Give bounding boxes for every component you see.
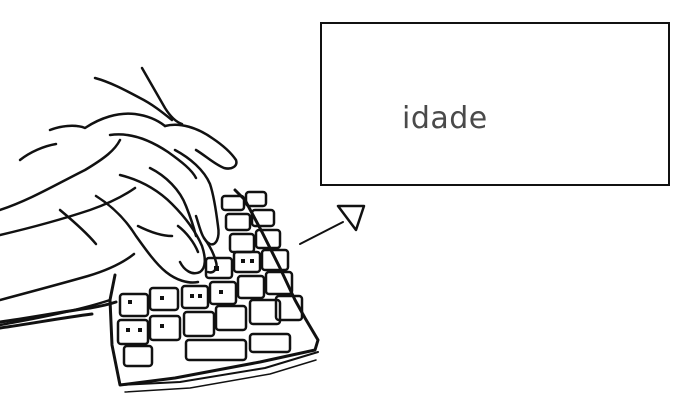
keyboard: [108, 188, 320, 393]
outline-triangle-arrow-icon: [299, 204, 366, 245]
key-markings: [126, 259, 254, 332]
keyboard-cable: [0, 300, 118, 330]
hands: [0, 66, 238, 327]
display-text: idade: [402, 101, 488, 136]
display-screen: idade: [320, 22, 670, 186]
keyboard-keys: [116, 190, 304, 368]
